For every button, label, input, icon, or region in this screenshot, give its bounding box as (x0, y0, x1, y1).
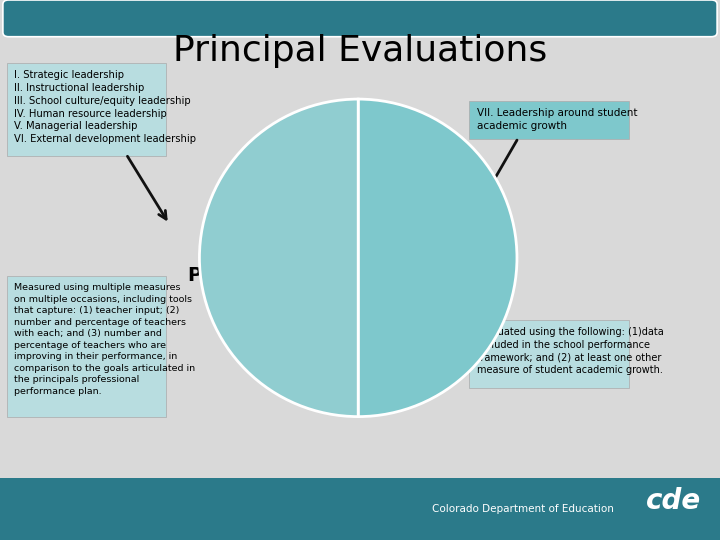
Wedge shape (358, 99, 517, 417)
FancyBboxPatch shape (3, 0, 717, 37)
Text: cde: cde (646, 488, 701, 516)
Text: Measured using multiple measures
on multiple occasions, including tools
that cap: Measured using multiple measures on mult… (14, 284, 196, 395)
FancyBboxPatch shape (7, 63, 166, 156)
Text: 50% Student
Academic
Growth: 50% Student Academic Growth (358, 244, 499, 307)
Text: Principal Evaluations: Principal Evaluations (173, 35, 547, 68)
Text: Colorado Department of Education: Colorado Department of Education (432, 504, 614, 514)
FancyBboxPatch shape (7, 276, 166, 417)
FancyBboxPatch shape (469, 101, 629, 139)
Text: 50%
Professional
Practice: 50% Professional Practice (188, 244, 323, 307)
Wedge shape (199, 99, 359, 417)
FancyBboxPatch shape (469, 320, 629, 388)
Text: Evaluated using the following: (1)data
included in the school performance
framew: Evaluated using the following: (1)data i… (477, 327, 663, 375)
Bar (0, 478, 720, 540)
Text: VII. Leadership around student
academic growth: VII. Leadership around student academic … (477, 108, 637, 131)
Text: I. Strategic leadership
II. Instructional leadership
III. School culture/equity : I. Strategic leadership II. Instructiona… (14, 70, 197, 144)
